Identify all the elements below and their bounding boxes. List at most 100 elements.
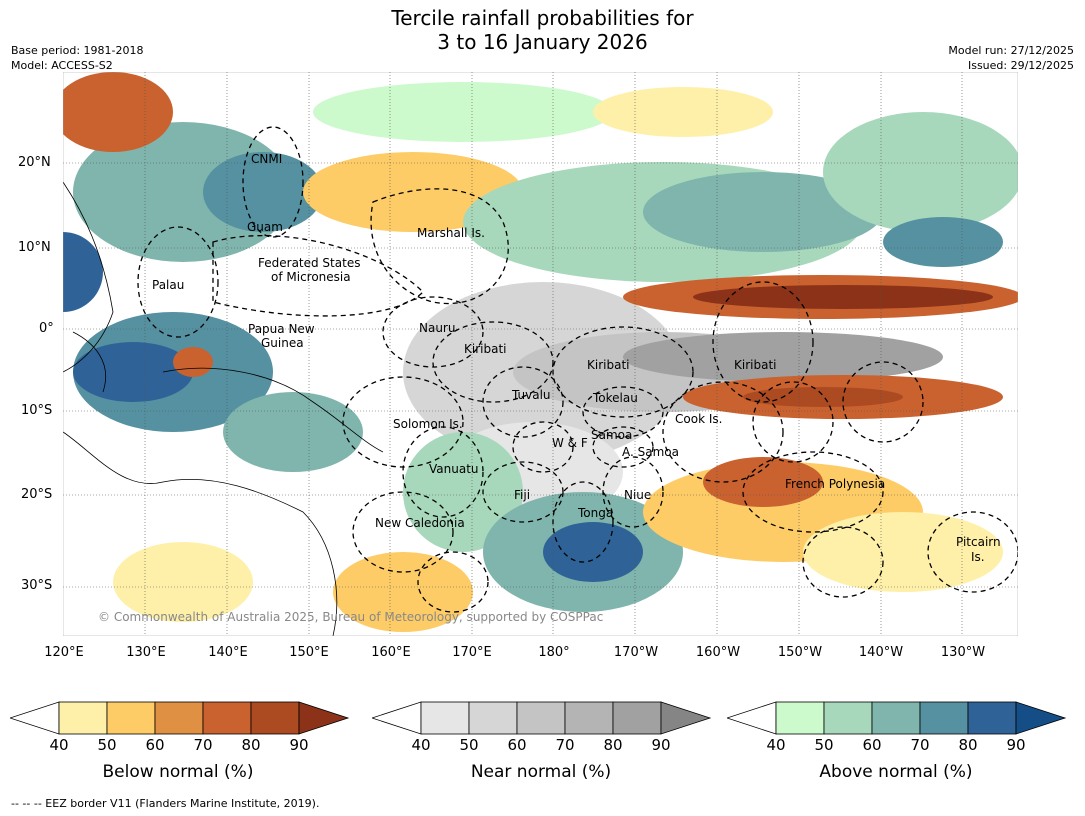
cbar1-tick-2: 60 [507, 736, 527, 754]
colorbar-near-normal [370, 700, 712, 736]
rainfall-probability-map: CNMI Guam Marshall Is. Federated States … [63, 72, 1018, 636]
lat-label-10n: 10°N [18, 240, 51, 255]
label-png-2: Guinea [261, 336, 304, 350]
label-niue: Niue [624, 488, 651, 502]
colorbar-segment [420, 701, 470, 735]
label-pitcairn-2: Is. [971, 550, 985, 564]
lat-label-20s: 20°S [21, 487, 53, 502]
map-svg: CNMI Guam Marshall Is. Federated States … [63, 72, 1018, 636]
colorbar-above-svg [725, 701, 1067, 735]
probability-field [63, 72, 1018, 636]
label-palau: Palau [152, 278, 184, 292]
label-tuvalu: Tuvalu [511, 388, 551, 402]
label-kiribati-east: Kiribati [734, 358, 776, 372]
lon-label-150w: 150°W [777, 645, 823, 660]
colorbar-below-svg [8, 701, 350, 735]
colorbar-segment [967, 701, 1017, 735]
colorbar-high-extend [298, 701, 350, 735]
label-kiribati-central: Kiribati [587, 358, 629, 372]
map-title: Tercile rainfall probabilities for 3 to … [0, 6, 1085, 54]
cbar0-tick-4: 80 [241, 736, 261, 754]
eez-borders [137, 126, 1018, 613]
lat-label-10s: 10°S [21, 403, 53, 418]
label-fsm-2: of Micronesia [271, 270, 351, 284]
label-png-1: Papua New [248, 322, 315, 336]
cbar0-tick-2: 60 [145, 736, 165, 754]
footnote-eez: -- -- -- EEZ border V11 (Flanders Marine… [11, 797, 320, 810]
region-labels: CNMI Guam Marshall Is. Federated States … [152, 152, 1001, 564]
label-tonga: Tonga [577, 506, 613, 520]
cbar-label-below: Below normal (%) [102, 762, 254, 782]
label-new-caledonia: New Caledonia [375, 516, 465, 530]
label-wallis-futuna: W & F [552, 436, 588, 450]
lon-label-170e: 170°E [452, 645, 492, 660]
colorbar-low-extend [725, 701, 777, 735]
base-period: Base period: 1981-2018 [11, 44, 144, 57]
cbar2-tick-3: 70 [910, 736, 930, 754]
colorbar-segment [58, 701, 108, 735]
cbar1-tick-5: 90 [651, 736, 671, 754]
cbar0-tick-5: 90 [289, 736, 309, 754]
cbar1-tick-0: 40 [411, 736, 431, 754]
label-fiji: Fiji [514, 488, 530, 502]
cbar1-tick-3: 70 [555, 736, 575, 754]
colorbar-below-normal [8, 700, 350, 736]
colorbar-segment [468, 701, 518, 735]
cbar-label-above: Above normal (%) [819, 762, 973, 782]
label-vanuatu: Vanuatu [429, 462, 479, 476]
cbar2-tick-0: 40 [766, 736, 786, 754]
cbar2-tick-5: 90 [1006, 736, 1026, 754]
cbar2-tick-4: 80 [958, 736, 978, 754]
lon-label-140w: 140°W [858, 645, 904, 660]
meta-left: Base period: 1981-2018 Model: ACCESS-S2 [11, 43, 143, 73]
model-name: Model: ACCESS-S2 [11, 59, 113, 72]
graticule [63, 72, 1018, 636]
label-tokelau: Tokelau [592, 391, 638, 405]
lon-label-180: 180° [538, 645, 570, 660]
issued-date: Issued: 29/12/2025 [967, 59, 1074, 72]
copyright-notice: © Commonwealth of Australia 2025, Bureau… [98, 610, 603, 624]
label-american-samoa: A. Samoa [622, 445, 679, 459]
label-fsm-1: Federated States [258, 256, 360, 270]
colorbar-segment [516, 701, 566, 735]
label-pitcairn-1: Pitcairn [956, 535, 1001, 549]
cbar1-tick-1: 50 [459, 736, 479, 754]
colorbar-above-normal [725, 700, 1067, 736]
label-cook: Cook Is. [675, 412, 722, 426]
cbar0-tick-3: 70 [193, 736, 213, 754]
colorbar-low-extend [8, 701, 60, 735]
cbar0-tick-1: 50 [97, 736, 117, 754]
lon-label-120e: 120°E [44, 645, 84, 660]
colorbar-segment [154, 701, 204, 735]
label-kiribati-west: Kiribati [464, 342, 506, 356]
colorbar-segment [775, 701, 825, 735]
cbar1-tick-4: 80 [603, 736, 623, 754]
model-run: Model run: 27/12/2025 [948, 44, 1074, 57]
colorbar-segment [202, 701, 252, 735]
label-marshall: Marshall Is. [417, 226, 485, 240]
label-cnmi: CNMI [251, 152, 282, 166]
lon-label-130e: 130°E [126, 645, 166, 660]
colorbar-segment [250, 701, 300, 735]
label-solomon: Solomon Is. [393, 417, 463, 431]
lat-label-20n: 20°N [18, 155, 51, 170]
colorbar-segment [823, 701, 873, 735]
colorbar-segment [564, 701, 614, 735]
label-nauru: Nauru [419, 321, 455, 335]
cbar0-tick-0: 40 [49, 736, 69, 754]
colorbar-low-extend [370, 701, 422, 735]
cbar-label-near: Near normal (%) [470, 762, 612, 782]
cbar2-tick-2: 60 [862, 736, 882, 754]
colorbar-high-extend [1015, 701, 1067, 735]
lon-label-160w: 160°W [695, 645, 741, 660]
lat-label-0: 0° [39, 321, 54, 336]
lat-label-30s: 30°S [21, 578, 53, 593]
label-french-polynesia: French Polynesia [785, 477, 885, 491]
lon-label-130w: 130°W [940, 645, 986, 660]
colorbar-segment [106, 701, 156, 735]
cbar2-tick-1: 50 [814, 736, 834, 754]
coastlines [63, 181, 384, 636]
colorbar-near-svg [370, 701, 712, 735]
lon-label-150e: 150°E [289, 645, 329, 660]
lon-label-140e: 140°E [208, 645, 248, 660]
